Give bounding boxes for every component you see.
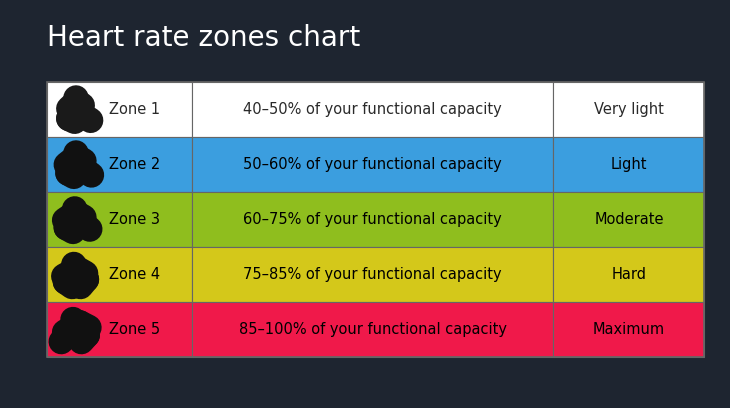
Text: Zone 2: Zone 2 [109,157,160,172]
Polygon shape [71,200,82,206]
Text: Zone 3: Zone 3 [109,212,160,227]
Text: Zone 4: Zone 4 [109,267,160,282]
Bar [47,192,192,247]
Bar [192,247,553,302]
Bar [553,192,704,247]
Polygon shape [71,89,82,95]
Bar [47,137,192,192]
Bar [47,82,192,137]
Polygon shape [71,144,82,151]
Text: Zone 5: Zone 5 [109,322,160,337]
Bar [47,302,192,357]
Bar [192,137,553,192]
Bar [553,137,704,192]
Bar [192,82,553,137]
Text: Moderate: Moderate [594,212,664,227]
Bar [192,192,553,247]
Text: Hard: Hard [612,267,646,282]
Bar [553,247,704,302]
Text: 60–75% of your functional capacity: 60–75% of your functional capacity [243,212,502,227]
Text: Maximum: Maximum [593,322,665,337]
Polygon shape [71,310,82,316]
Text: Light: Light [610,157,647,172]
Text: 75–85% of your functional capacity: 75–85% of your functional capacity [243,267,502,282]
Text: Zone 1: Zone 1 [109,102,160,117]
Text: 50–60% of your functional capacity: 50–60% of your functional capacity [243,157,502,172]
Bar [47,247,192,302]
Text: Heart rate zones chart: Heart rate zones chart [47,24,361,53]
Bar [553,302,704,357]
Text: 40–50% of your functional capacity: 40–50% of your functional capacity [243,102,502,117]
Bar [47,82,704,357]
Text: Very light: Very light [594,102,664,117]
Bar [553,82,704,137]
Bar [192,302,553,357]
Polygon shape [71,255,82,261]
Text: 85–100% of your functional capacity: 85–100% of your functional capacity [239,322,507,337]
